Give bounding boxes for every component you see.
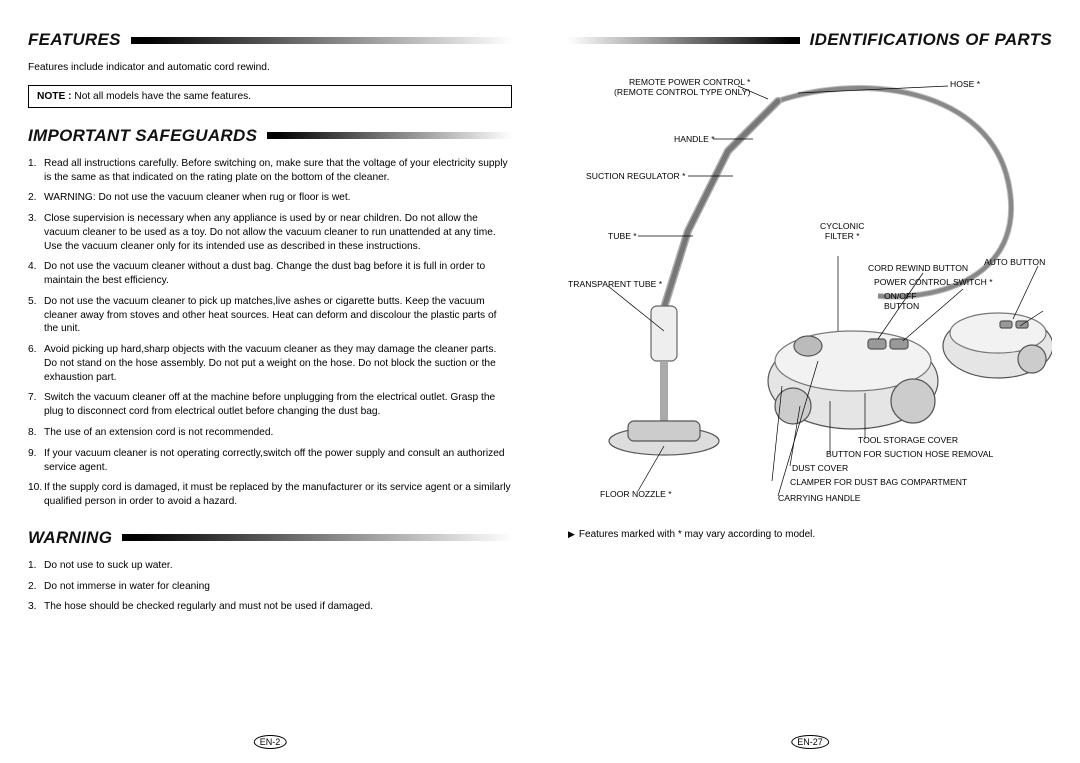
list-number: 3. <box>28 600 44 614</box>
lbl-onoff: ON/OFFBUTTON <box>884 291 919 312</box>
list-text: Switch the vacuum cleaner off at the mac… <box>44 391 512 419</box>
lbl-tool-storage: TOOL STORAGE COVER <box>858 435 958 445</box>
list-text: Avoid picking up hard,sharp objects with… <box>44 343 512 384</box>
safeguards-title: IMPORTANT SAFEGUARDS <box>28 126 257 146</box>
list-number: 3. <box>28 212 44 253</box>
features-heading: FEATURES <box>28 30 512 50</box>
lbl-carrying: CARRYING HANDLE <box>778 493 860 503</box>
safeguard-item: 3.Close supervision is necessary when an… <box>28 212 512 253</box>
list-number: 1. <box>28 559 44 573</box>
safeguard-item: 5.Do not use the vacuum cleaner to pick … <box>28 295 512 336</box>
list-text: Read all instructions carefully. Before … <box>44 157 512 185</box>
safeguard-item: 6.Avoid picking up hard,sharp objects wi… <box>28 343 512 384</box>
triangle-icon: ▶ <box>568 529 575 539</box>
lbl-tube: TUBE * <box>608 231 637 241</box>
heading-bar <box>568 37 800 44</box>
list-text: Close supervision is necessary when any … <box>44 212 512 253</box>
parts-diagram: REMOTE POWER CONTROL * (REMOTE CONTROL T… <box>568 61 1052 521</box>
lbl-cyclonic-filter: CYCLONICFILTER * <box>820 221 864 242</box>
lbl-floor-nozzle: FLOOR NOZZLE * <box>600 489 672 499</box>
note-text: Not all models have the same features. <box>72 91 252 102</box>
list-text: The hose should be checked regularly and… <box>44 600 373 614</box>
safeguard-item: 9.If your vacuum cleaner is not operatin… <box>28 447 512 475</box>
list-text: Do not immerse in water for cleaning <box>44 580 210 594</box>
lbl-suction-reg: SUCTION REGULATOR * <box>586 171 685 181</box>
heading-bar <box>131 37 512 44</box>
warning-item: 1.Do not use to suck up water. <box>28 559 512 573</box>
safeguards-list: 1.Read all instructions carefully. Befor… <box>28 157 512 509</box>
lbl-power-control: POWER CONTROL SWITCH * <box>874 277 993 287</box>
list-text: Do not use the vacuum cleaner without a … <box>44 260 512 288</box>
lbl-cord-rewind: CORD REWIND BUTTON <box>868 263 968 273</box>
features-intro: Features include indicator and automatic… <box>28 61 512 75</box>
list-text: The use of an extension cord is not reco… <box>44 426 273 440</box>
list-number: 4. <box>28 260 44 288</box>
list-number: 7. <box>28 391 44 419</box>
lbl-auto-button: AUTO BUTTON <box>984 257 1045 267</box>
list-text: WARNING: Do not use the vacuum cleaner w… <box>44 191 351 205</box>
lbl-transparent: TRANSPARENT TUBE * <box>568 279 662 289</box>
lbl-hose: HOSE * <box>950 79 980 89</box>
lbl-handle: HANDLE * <box>674 134 715 144</box>
list-text: If your vacuum cleaner is not operating … <box>44 447 512 475</box>
heading-bar <box>122 534 512 541</box>
lbl-remote-power: REMOTE POWER CONTROL * (REMOTE CONTROL T… <box>614 77 750 98</box>
list-number: 2. <box>28 191 44 205</box>
page-left: FEATURES Features include indicator and … <box>0 0 540 763</box>
lbl-dust-cover: DUST COVER <box>792 463 848 473</box>
list-number: 2. <box>28 580 44 594</box>
list-number: 9. <box>28 447 44 475</box>
list-text: If the supply cord is damaged, it must b… <box>44 481 512 509</box>
warning-heading: WARNING <box>28 528 512 548</box>
page-number: EN-27 <box>791 735 829 749</box>
safeguard-item: 8.The use of an extension cord is not re… <box>28 426 512 440</box>
warning-list: 1.Do not use to suck up water.2.Do not i… <box>28 559 512 614</box>
safeguard-item: 4.Do not use the vacuum cleaner without … <box>28 260 512 288</box>
list-text: Do not use to suck up water. <box>44 559 173 573</box>
list-number: 8. <box>28 426 44 440</box>
warning-item: 3.The hose should be checked regularly a… <box>28 600 512 614</box>
lbl-clamper: CLAMPER FOR DUST BAG COMPARTMENT <box>790 477 967 487</box>
list-number: 10. <box>28 481 44 509</box>
warning-item: 2.Do not immerse in water for cleaning <box>28 580 512 594</box>
list-text: Do not use the vacuum cleaner to pick up… <box>44 295 512 336</box>
note-box: NOTE : Not all models have the same feat… <box>28 85 512 108</box>
warning-title: WARNING <box>28 528 112 548</box>
page-right: IDENTIFICATIONS OF PARTS <box>540 0 1080 763</box>
safeguard-item: 10.If the supply cord is damaged, it mus… <box>28 481 512 509</box>
parts-title: IDENTIFICATIONS OF PARTS <box>810 30 1052 50</box>
list-number: 1. <box>28 157 44 185</box>
heading-bar <box>267 132 512 139</box>
footnote: ▶Features marked with * may vary accordi… <box>568 529 1052 540</box>
page-number: EN-2 <box>254 735 287 749</box>
features-title: FEATURES <box>28 30 121 50</box>
note-label: NOTE : <box>37 91 72 102</box>
list-number: 5. <box>28 295 44 336</box>
list-number: 6. <box>28 343 44 384</box>
safeguard-item: 7.Switch the vacuum cleaner off at the m… <box>28 391 512 419</box>
safeguard-item: 1.Read all instructions carefully. Befor… <box>28 157 512 185</box>
safeguard-item: 2.WARNING: Do not use the vacuum cleaner… <box>28 191 512 205</box>
safeguards-heading: IMPORTANT SAFEGUARDS <box>28 126 512 146</box>
lbl-suction-hose-btn: BUTTON FOR SUCTION HOSE REMOVAL <box>826 449 993 459</box>
parts-heading: IDENTIFICATIONS OF PARTS <box>568 30 1052 50</box>
